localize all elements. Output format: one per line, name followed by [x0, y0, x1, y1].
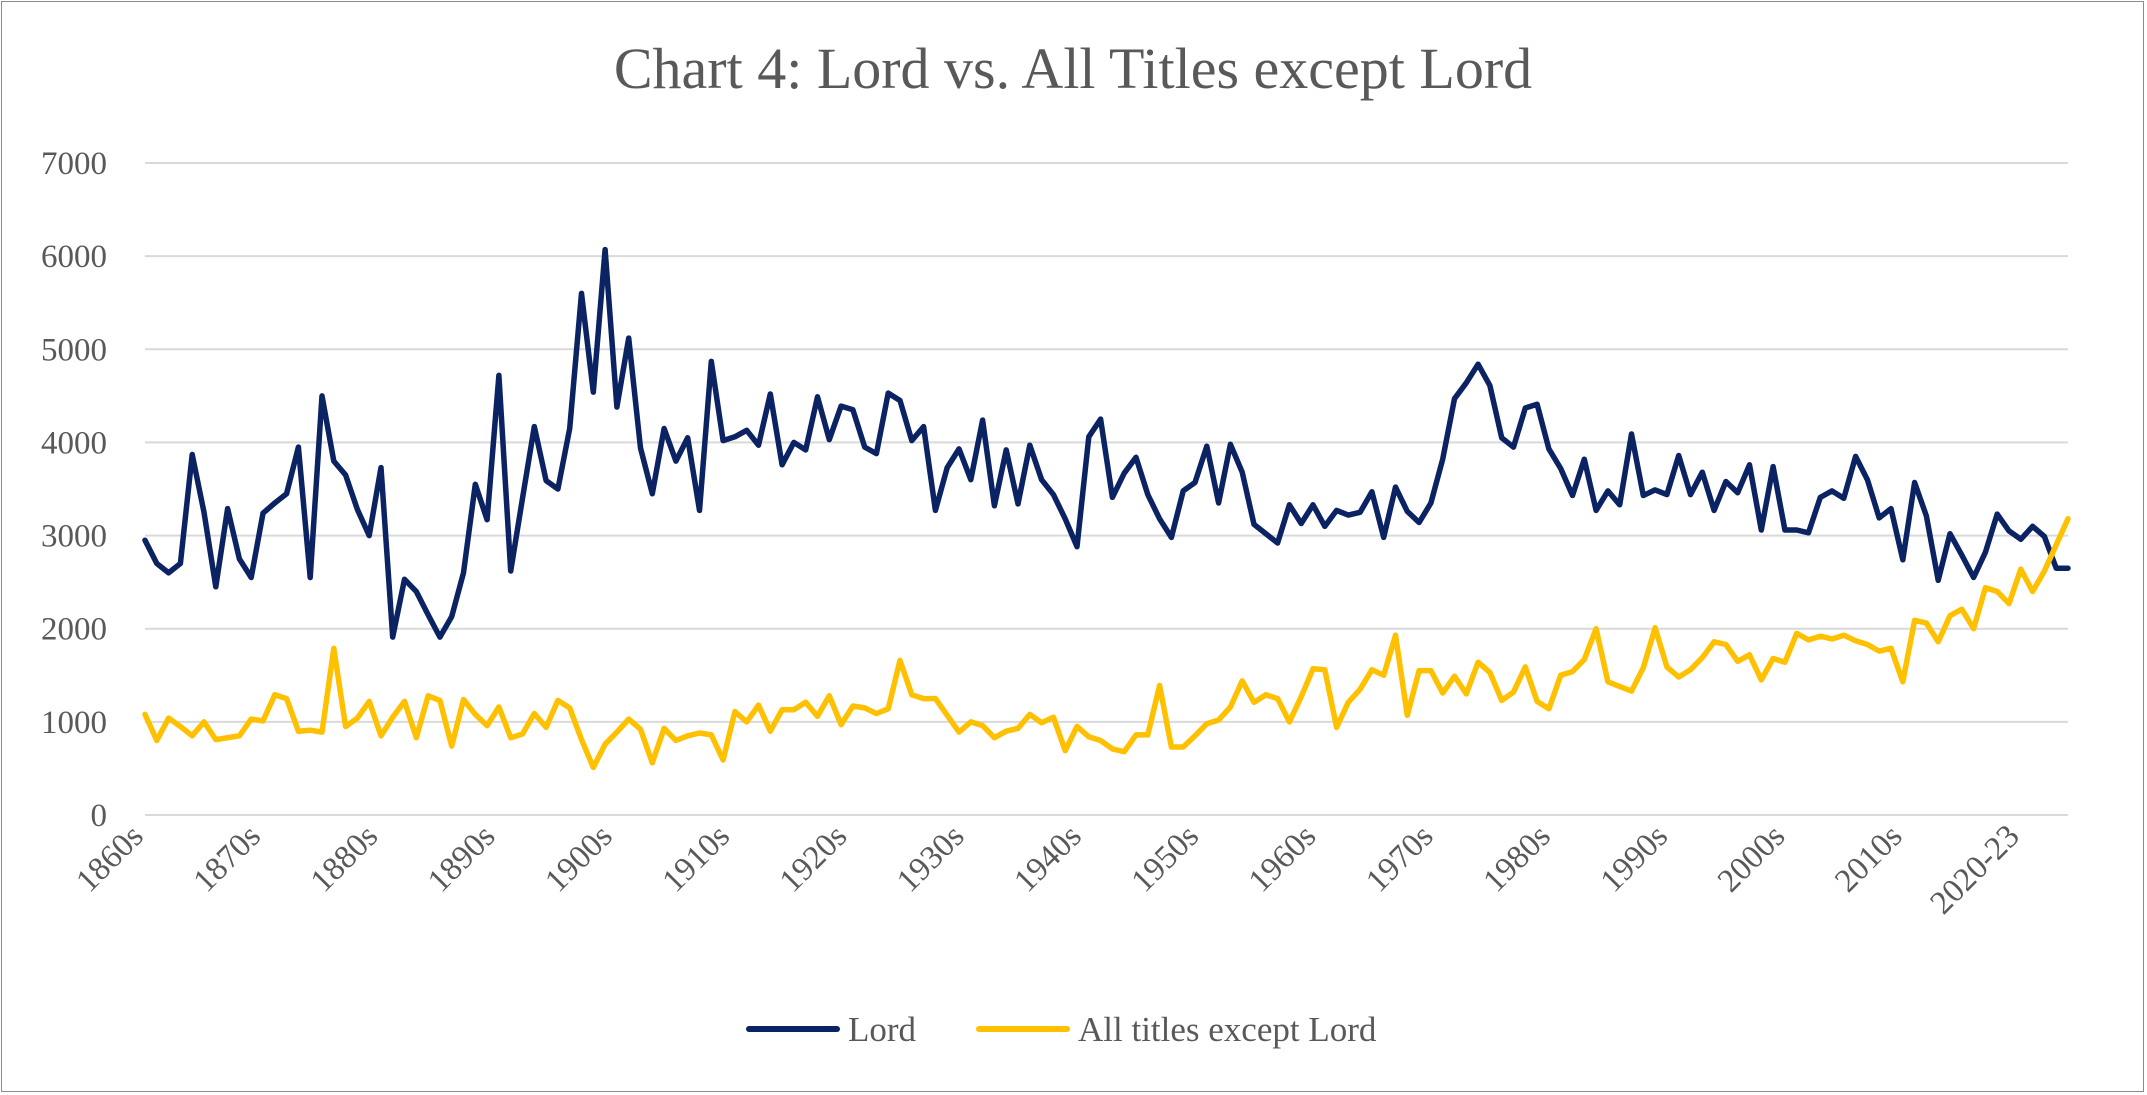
x-tick-label-2010s: 2010s [1828, 818, 1909, 899]
y-tick-label-7000: 7000 [41, 146, 107, 182]
y-tick-label-3000: 3000 [41, 519, 107, 555]
x-tick-label-1860s: 1860s [69, 818, 150, 899]
x-tick-label-1970s: 1970s [1359, 818, 1440, 899]
x-tick-label-2000s: 2000s [1711, 818, 1792, 899]
y-tick-label-4000: 4000 [41, 425, 107, 461]
y-tick-label-1000: 1000 [41, 705, 107, 741]
chart-title: Chart 4: Lord vs. All Titles except Lord [614, 36, 1532, 101]
y-tick-label-6000: 6000 [41, 239, 107, 275]
x-tick-label-1990s: 1990s [1594, 818, 1675, 899]
x-tick-label-1870s: 1870s [187, 818, 268, 899]
x-tick-label-1910s: 1910s [656, 818, 737, 899]
y-tick-label-2000: 2000 [41, 612, 107, 648]
x-tick-label-1960s: 1960s [1242, 818, 1323, 899]
x-tick-label-1890s: 1890s [421, 818, 502, 899]
series-lines [142, 246, 2071, 771]
y-tick-label-5000: 5000 [41, 332, 107, 368]
x-tick-label-1880s: 1880s [304, 818, 385, 899]
y-tick-label-0: 0 [91, 798, 108, 834]
x-tick-label-1920s: 1920s [773, 818, 854, 899]
x-tick-label-2020-23: 2020-23 [1924, 818, 2027, 921]
x-tick-label-1940s: 1940s [1007, 818, 1088, 899]
x-tick-label-1930s: 1930s [890, 818, 971, 899]
x-tick-label-1900s: 1900s [538, 818, 619, 899]
y-axis-ticks: 0 1000 2000 3000 4000 5000 6000 7000 [41, 146, 107, 834]
x-tick-label-1950s: 1950s [1125, 818, 1206, 899]
series-line-all-titles-except-lord [142, 516, 2071, 771]
x-tick-label-1980s: 1980s [1477, 818, 1558, 899]
legend-label-lord: Lord [848, 1010, 917, 1049]
x-axis-ticks: 1860s 1870s 1880s 1890s 1900s 1910s 1920s 1930s… [69, 818, 2026, 921]
legend: Lord All titles except Lord [746, 1010, 1377, 1049]
series-line-lord [142, 246, 2071, 640]
legend-label-all-titles-except-lord: All titles except Lord [1078, 1010, 1377, 1049]
